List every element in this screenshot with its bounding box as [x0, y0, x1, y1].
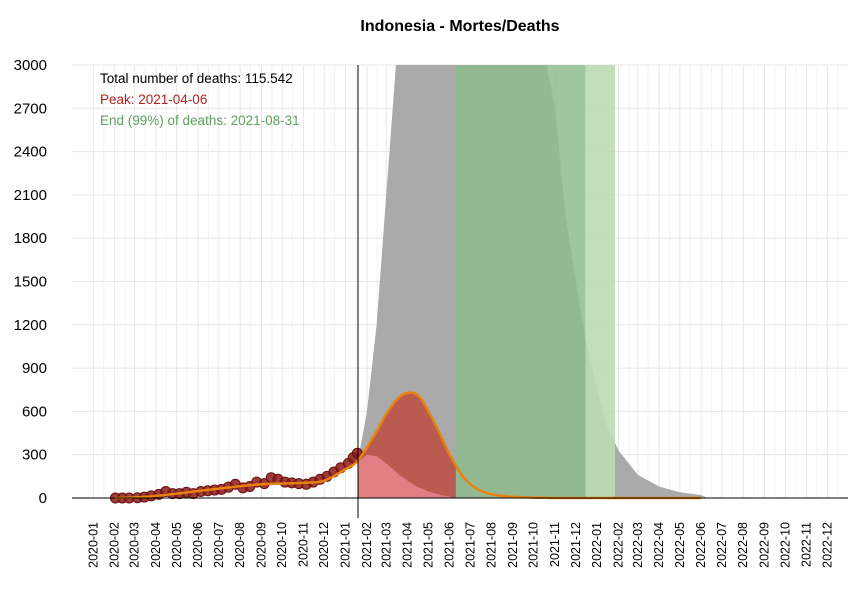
x-tick-label: 2020-08 [233, 522, 247, 568]
y-tick-label: 1500 [14, 274, 47, 291]
green-band [455, 65, 586, 498]
x-tick-label: 2022-06 [694, 522, 708, 568]
forecast-lower-area [358, 454, 456, 498]
x-tick-label: 2021-02 [360, 522, 374, 568]
axes [72, 65, 848, 518]
x-tick-label: 2021-01 [339, 522, 353, 568]
y-tick-label: 900 [22, 360, 47, 377]
x-tick-label: 2021-06 [443, 522, 457, 568]
x-tick-label: 2021-08 [485, 522, 499, 568]
fitted-curve [114, 391, 702, 500]
y-tick-label: 2100 [14, 187, 47, 204]
x-tick-label: 2021-09 [506, 522, 520, 568]
x-tick-label: 2021-07 [463, 522, 477, 568]
x-tick-label: 2022-01 [590, 522, 604, 568]
x-tick-label: 2022-04 [652, 522, 666, 568]
x-tick-label: 2022-02 [612, 522, 626, 568]
y-tick-label: 2400 [14, 144, 47, 161]
x-tick-label: 2020-02 [108, 522, 122, 568]
x-tick-label: 2022-03 [631, 522, 645, 568]
x-tick-label: 2020-10 [275, 522, 289, 568]
x-tick-label: 2020-12 [317, 522, 331, 568]
end-date-label: End (99%) of deaths: 2021-08-31 [100, 113, 300, 128]
total-deaths-label: Total number of deaths: 115.542 [100, 71, 293, 86]
x-tick-label: 2020-03 [128, 522, 142, 568]
x-tick-label: 2020-01 [86, 522, 100, 568]
x-tick-label: 2021-05 [421, 522, 435, 568]
x-tick-label: 2022-12 [820, 522, 834, 568]
chart-title: Indonesia - Mortes/Deaths [360, 18, 559, 35]
tick-labels: 0 300 600 900 1200 1500 1800 2100 2400 2700 3000 20… [14, 57, 835, 568]
x-tick-label: 2020-09 [255, 522, 269, 568]
x-tick-label: 2020-11 [297, 522, 311, 567]
y-tick-label: 1800 [14, 230, 47, 247]
y-tick-label: 3000 [14, 57, 47, 74]
annotations: Total number of deaths: 115.542 Peak: 20… [100, 71, 300, 128]
x-tick-label: 2020-07 [212, 522, 226, 568]
x-tick-label: 2022-11 [800, 522, 814, 567]
plot-area [109, 65, 708, 504]
x-tick-label: 2021-03 [379, 522, 393, 568]
y-tick-label: 300 [22, 447, 47, 464]
green-band-light [585, 65, 616, 498]
x-tick-label: 2022-05 [673, 522, 687, 568]
x-tick-label: 2020-04 [149, 522, 163, 568]
y-tick-label: 600 [22, 403, 47, 420]
x-tick-label: 2022-07 [715, 522, 729, 568]
x-tick-label: 2022-08 [736, 522, 750, 568]
y-tick-label: 0 [39, 490, 47, 507]
x-tick-label: 2020-06 [191, 522, 205, 568]
peak-date-label: Peak: 2021-04-06 [100, 92, 207, 107]
x-tick-label: 2021-10 [527, 522, 541, 568]
y-tick-label: 2700 [14, 100, 47, 117]
x-tick-label: 2020-05 [170, 522, 184, 568]
x-tick-label: 2021-11 [548, 522, 562, 567]
y-tick-label: 1200 [14, 317, 47, 334]
x-tick-label: 2021-04 [401, 522, 415, 568]
x-tick-label: 2021-12 [569, 522, 583, 568]
x-tick-label: 2022-09 [758, 522, 772, 568]
x-tick-label: 2022-10 [778, 522, 792, 568]
